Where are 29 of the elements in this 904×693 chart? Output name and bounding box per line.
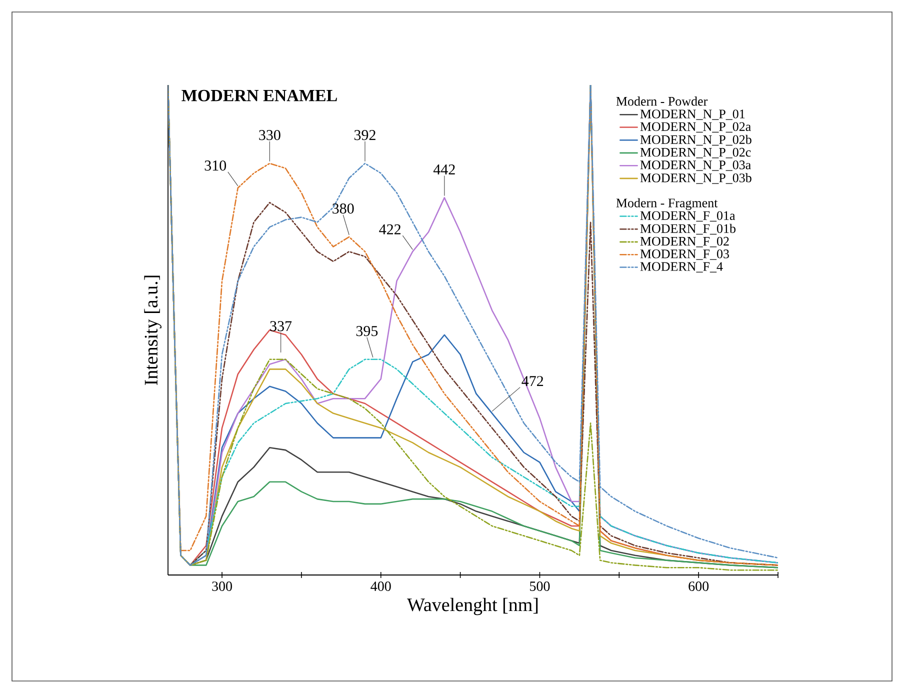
annotation: Modern - Fragment xyxy=(616,198,718,210)
legend-label: MODERN_N_P_03b xyxy=(640,173,752,184)
legend-label: MODERN_N_P_02c xyxy=(640,148,751,158)
legend-label: MODERN_F_01b xyxy=(640,224,736,235)
annotation: 330 xyxy=(259,130,280,140)
x-axis-title: Wavelenght [nm] xyxy=(407,598,538,616)
x-tick-label: 400 xyxy=(370,582,391,591)
x-tick-label: 600 xyxy=(688,582,709,591)
annotation: 337 xyxy=(270,321,292,332)
legend-label: MODERN_N_P_02a xyxy=(640,122,751,133)
x-tick-label: 500 xyxy=(530,582,550,591)
legend-label: MODERN_N_P_01 xyxy=(640,110,745,120)
annotation: 392 xyxy=(354,130,376,140)
y-axis-title: Intensity [a.u.] xyxy=(144,276,162,385)
x-tick-label: 300 xyxy=(212,582,232,591)
legend-label: MODERN_F_01a xyxy=(640,211,736,222)
annotation: 380 xyxy=(332,203,354,214)
chart-title: MODERN ENAMEL xyxy=(182,90,337,102)
legend-label: MODERN_F_03 xyxy=(640,250,729,260)
legend-label: MODERN_N_P_02b xyxy=(640,134,752,146)
annotation: 472 xyxy=(522,376,544,386)
legend-title: Modern - Powder xyxy=(616,96,708,106)
annotation: 395 xyxy=(356,326,378,336)
annotation: 310 xyxy=(204,160,226,171)
annotation: 422 xyxy=(379,224,401,234)
legend-label: MODERN_F_4 xyxy=(640,262,723,272)
legend-label: MODERN_F_02 xyxy=(640,236,729,248)
annotation: 442 xyxy=(433,164,455,174)
legend-label: MODERN_N_P_03a xyxy=(640,160,751,171)
